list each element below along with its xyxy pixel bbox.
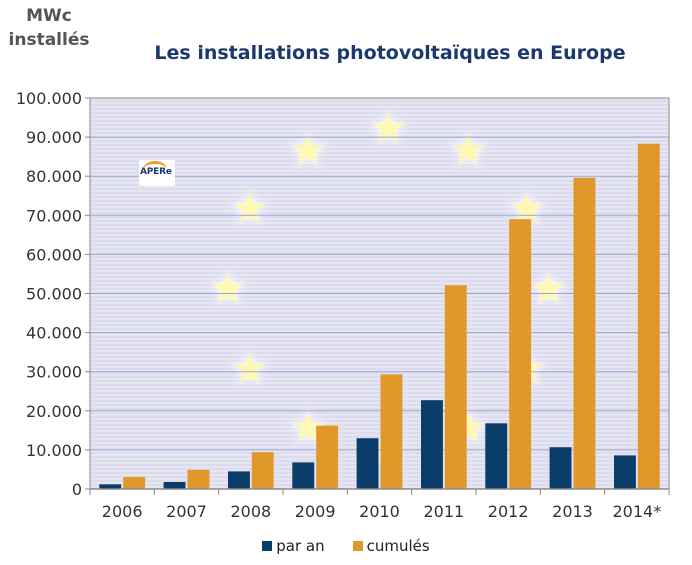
star (234, 353, 265, 383)
x-tick-label: 2012 (488, 502, 529, 521)
x-tick-label: 2014* (612, 502, 661, 521)
bar-par-an-2013 (549, 447, 572, 489)
bar-cumules-2009 (316, 425, 339, 489)
y-axis-label: MWc installés (6, 4, 92, 52)
y-tick-label: 50.000 (26, 285, 82, 304)
x-tick-label: 2007 (166, 502, 207, 521)
star (212, 273, 244, 303)
legend: par an cumulés (0, 537, 692, 555)
bar-cumules-2008 (251, 452, 274, 489)
logo-arc (143, 161, 167, 178)
star (234, 193, 265, 223)
bar-cumules-2011 (444, 285, 467, 489)
star (453, 412, 484, 442)
bar-par-an-2008 (228, 471, 250, 489)
bar-par-an-2011 (421, 400, 443, 489)
chart-title: Les installations photovoltaïques en Eur… (154, 42, 626, 64)
legend-label-par-an: par an (276, 537, 325, 555)
y-tick-label: 40.000 (26, 324, 82, 343)
bar-cumules-2012 (509, 219, 532, 489)
star (533, 273, 564, 303)
y-tick-label: 10.000 (26, 441, 82, 460)
bar-par-an-2007 (163, 482, 186, 489)
bar-par-an-2009 (292, 462, 315, 489)
bar-cumules-2006 (123, 476, 146, 489)
legend-swatch-par-an (262, 541, 273, 551)
bar-par-an-2006 (99, 484, 122, 489)
bar-chart: 0 10.000 20.000 30.000 40.000 50.000 60.000 70.… (16, 89, 670, 521)
legend-item-par-an: par an (262, 537, 325, 555)
y-tick-label: 80.000 (26, 167, 82, 186)
bar-cumules-2007 (187, 469, 210, 489)
star (292, 134, 324, 164)
y-tick-label: 0 (72, 480, 82, 499)
bar-cumules-2014 (637, 143, 660, 489)
y-axis-label-line2: installés (8, 30, 90, 50)
x-tick-label: 2013 (552, 502, 593, 521)
logo-text: APERe (140, 167, 172, 177)
star (453, 134, 484, 164)
legend-swatch-cumules (352, 541, 363, 551)
star (511, 193, 543, 223)
y-axis-label-line1: MWc (26, 6, 72, 26)
x-tick-label: 2011 (423, 502, 464, 521)
bar-par-an-2012 (485, 423, 508, 489)
y-tick-label: 60.000 (26, 245, 82, 264)
y-tick-label: 70.000 (26, 206, 82, 225)
x-tick-label: 2006 (102, 502, 143, 521)
x-tick-label: 2010 (359, 502, 400, 521)
apere-logo: APERe (139, 160, 175, 186)
y-tick-label: 30.000 (26, 363, 82, 382)
x-tick-label: 2009 (295, 502, 336, 521)
x-tick-label: 2008 (230, 502, 271, 521)
y-tick-label: 90.000 (26, 128, 82, 147)
star (292, 412, 324, 442)
legend-label-cumules: cumulés (366, 537, 430, 555)
y-tick-label: 100.000 (16, 89, 82, 108)
bar-par-an-2010 (356, 438, 379, 489)
star (373, 113, 404, 143)
legend-item-cumules: cumulés (352, 537, 430, 555)
y-tick-label: 20.000 (26, 402, 82, 421)
bar-par-an-2014 (614, 455, 636, 489)
bar-cumules-2013 (573, 177, 596, 490)
bar-cumules-2010 (380, 374, 403, 489)
